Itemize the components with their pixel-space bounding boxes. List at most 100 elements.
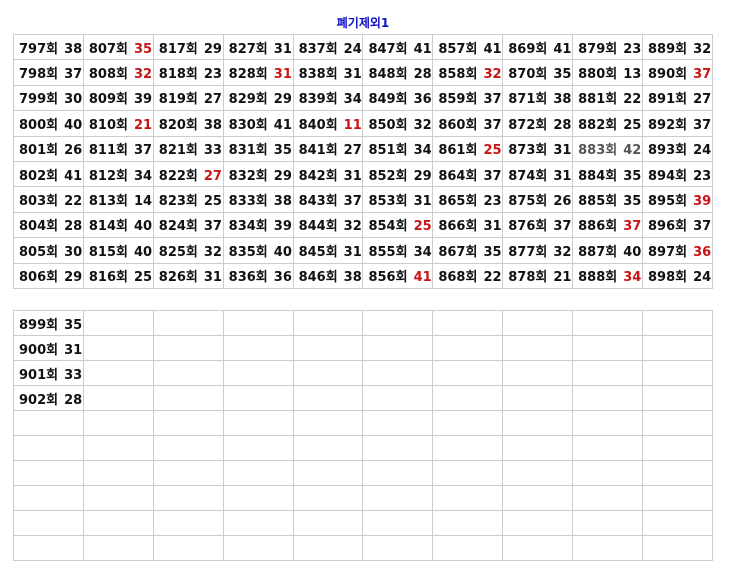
round-label: 870회 [508,67,548,83]
round-label: 901회 [19,367,59,383]
round-value: 34 [134,168,153,184]
round-label: 843회 [298,194,338,210]
table-cell [13,410,84,436]
round-label: 800회 [19,117,59,133]
table-cell: 893회 24 [642,135,713,162]
round-label: 900회 [19,342,59,358]
round-value: 30 [64,92,83,108]
round-value: 23 [203,67,222,83]
round-label: 867회 [438,244,478,260]
table-cell: 857회 41 [432,33,504,61]
table-cell [82,460,154,486]
table-cell: 864회 37 [432,160,504,188]
table-cell: 805회 30 [13,237,84,264]
round-value: 28 [413,67,432,83]
table-cell [502,410,574,436]
table-cell: 880회 13 [572,59,644,86]
round-label: 823회 [158,194,198,210]
round-label: 851회 [368,143,408,159]
round-value: 38 [343,270,362,286]
round-value: 36 [693,244,712,260]
page-title: 폐기제외1 [336,16,390,30]
round-value: 25 [203,194,222,210]
table-cell: 865회 23 [432,186,504,213]
round-label: 840회 [298,117,338,133]
round-label: 846회 [298,270,338,286]
table-row: 801회 26 811회 37 821회 33 831회 35 841회 27 851회 34 861회… [13,135,713,162]
round-value: 31 [273,67,292,83]
round-label: 866회 [438,219,478,235]
table-cell: 836회 36 [222,262,294,289]
round-value: 37 [693,67,712,83]
round-value: 25 [483,143,502,159]
round-label: 819회 [158,92,198,108]
round-value: 24 [693,143,712,159]
table-cell [362,335,434,361]
round-value: 11 [343,117,362,133]
round-value: 35 [553,67,572,83]
table-cell [152,460,224,486]
round-label: 802회 [19,168,59,184]
table-cell [82,360,154,386]
table-cell [642,360,713,386]
table-cell [432,335,504,361]
table-row: 799회 30 809회 39 819회 27 829회 29 839회 34 849회 36 859회… [13,84,713,112]
round-label: 883회 [578,143,618,159]
table-cell [292,385,364,411]
round-label: 869회 [508,41,548,57]
round-value: 27 [203,92,222,108]
round-label: 826회 [158,270,198,286]
table-cell: 885회 35 [572,186,644,213]
table-cell: 887회 40 [572,237,644,264]
table-row [13,435,713,461]
table-cell [502,435,574,461]
table-cell: 879회 23 [572,33,644,61]
round-value: 32 [343,219,362,235]
round-value: 24 [693,270,712,286]
table-cell: 871회 38 [502,84,574,112]
table-cell [292,485,364,511]
round-label: 897회 [648,244,688,260]
round-label: 891회 [648,92,688,108]
table-cell: 824회 37 [152,211,224,239]
table-cell [432,510,504,536]
table-cell: 809회 39 [82,84,154,112]
round-label: 836회 [228,270,268,286]
table-cell [362,360,434,386]
table-row: 800회 40 810회 21 820회 38 830회 41 840회 11 850회 32 860회… [13,110,713,137]
round-label: 817회 [158,41,198,57]
round-label: 890회 [648,67,688,83]
table-cell: 853회 31 [362,186,434,213]
round-value: 31 [273,41,292,57]
table-cell [13,460,84,486]
table-cell [222,460,294,486]
round-label: 834회 [228,219,268,235]
table-cell [82,485,154,511]
round-label: 899회 [19,317,59,333]
round-label: 845회 [298,244,338,260]
round-value: 40 [273,244,292,260]
table-cell: 837회 24 [292,33,364,61]
round-value: 38 [273,194,292,210]
round-label: 806회 [19,270,59,286]
round-label: 886회 [578,219,618,235]
round-value: 35 [623,168,642,184]
table-cell: 899회 35 [13,310,84,336]
round-label: 825회 [158,244,198,260]
table-cell [222,435,294,461]
round-value: 41 [413,41,432,57]
round-value: 36 [273,270,292,286]
round-label: 895회 [648,194,688,210]
table-cell: 820회 38 [152,110,224,137]
table-cell [292,360,364,386]
round-value: 22 [64,194,83,210]
round-label: 872회 [508,117,548,133]
round-label: 856회 [368,270,408,286]
table-cell [502,335,574,361]
round-label: 813회 [88,194,128,210]
table-cell: 802회 41 [13,160,84,188]
table-cell [362,310,434,336]
table-cell [292,460,364,486]
table-cell: 821회 33 [152,135,224,162]
table-cell [572,385,644,411]
